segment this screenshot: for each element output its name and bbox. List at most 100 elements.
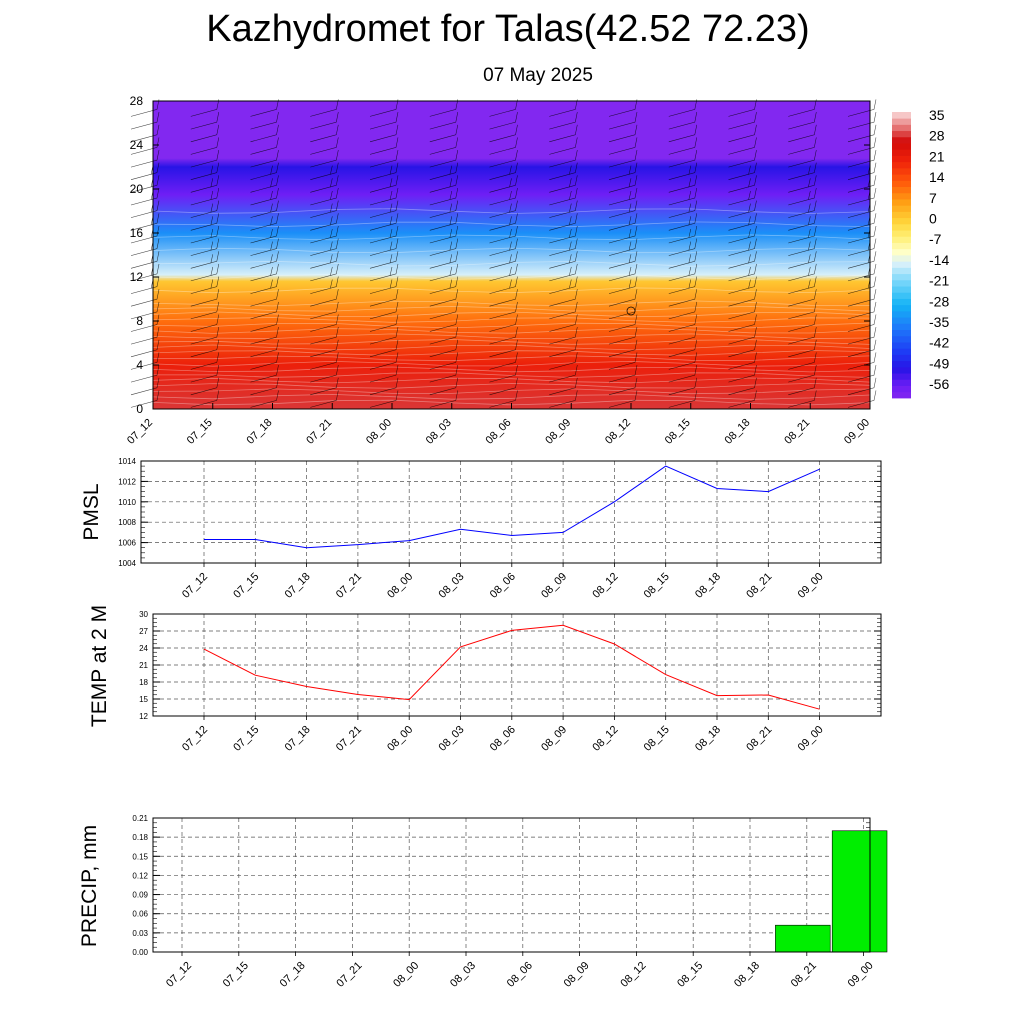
chart-subtitle: 07 May 2025 bbox=[483, 65, 593, 86]
wind-barb bbox=[369, 289, 399, 307]
colorbar-segment bbox=[892, 180, 911, 188]
panel-frame bbox=[140, 460, 882, 564]
wind-barb bbox=[429, 162, 459, 180]
xtick-label: 08_09 bbox=[562, 960, 592, 990]
wind-barb bbox=[728, 377, 757, 396]
wind-barb bbox=[369, 225, 399, 244]
wind-barb bbox=[250, 276, 279, 294]
wind-barb bbox=[788, 263, 817, 282]
wind-barb bbox=[728, 314, 757, 332]
wind-barb bbox=[190, 112, 220, 130]
wind-barb bbox=[250, 175, 279, 193]
xtick-label: 08_18 bbox=[693, 724, 723, 754]
wind-barb bbox=[489, 251, 518, 269]
ytick-label: 0.03 bbox=[132, 929, 148, 938]
wind-barb bbox=[728, 251, 757, 269]
wind-barb bbox=[130, 137, 160, 155]
calm-wind-marker bbox=[626, 306, 636, 316]
wind-barb bbox=[728, 137, 757, 155]
wind-barb bbox=[489, 339, 518, 358]
wind-barb bbox=[429, 377, 459, 396]
colorbar-segment bbox=[892, 124, 911, 132]
wind-barb bbox=[310, 251, 339, 269]
wind-barb bbox=[847, 314, 877, 332]
wind-barb bbox=[369, 238, 399, 256]
ytick-label: 0.09 bbox=[132, 891, 148, 900]
colorbar-segment bbox=[892, 161, 911, 169]
heatmap-ytick-label: 12 bbox=[130, 270, 144, 284]
wind-barb bbox=[788, 365, 817, 383]
wind-barb bbox=[429, 263, 459, 282]
wind-barb bbox=[190, 251, 220, 269]
wind-barb bbox=[788, 327, 817, 345]
wind-barb bbox=[728, 124, 757, 143]
heatmap-ytick-label: 16 bbox=[130, 226, 144, 240]
colorbar-segment bbox=[892, 174, 911, 181]
xtick-label: 08_18 bbox=[693, 571, 723, 601]
colorbar-segment bbox=[892, 385, 911, 393]
wind-barb bbox=[668, 390, 698, 408]
contour-line bbox=[152, 305, 871, 312]
wind-barb bbox=[847, 301, 877, 320]
contour-line bbox=[152, 322, 871, 329]
wind-barb bbox=[608, 238, 638, 256]
xtick-label: 08_00 bbox=[385, 724, 415, 754]
wind-barb bbox=[250, 99, 279, 117]
wind-barb bbox=[369, 377, 399, 396]
wind-barb bbox=[668, 251, 698, 269]
wind-barb bbox=[847, 339, 877, 358]
contour-line bbox=[152, 355, 871, 362]
ytick-label: 0.00 bbox=[132, 948, 148, 957]
precip-bar bbox=[831, 830, 888, 953]
chart-title: Kazhydromet for Talas(42.52 72.23) bbox=[206, 8, 810, 50]
wind-barb bbox=[190, 263, 220, 282]
colorbar-tick-label: -14 bbox=[929, 252, 949, 268]
wind-barb bbox=[608, 390, 638, 408]
wind-barb bbox=[429, 238, 459, 256]
wind-barb bbox=[190, 339, 220, 358]
wind-barb bbox=[489, 150, 518, 168]
wind-barb bbox=[668, 314, 698, 332]
wind-barb bbox=[190, 200, 220, 218]
wind-barb bbox=[728, 150, 757, 168]
contour-line bbox=[152, 377, 871, 384]
colorbar-segment bbox=[892, 112, 911, 119]
wind-barb bbox=[847, 365, 877, 383]
wind-barb bbox=[788, 162, 817, 180]
wind-barb bbox=[608, 175, 638, 193]
xtick-label: 07_18 bbox=[283, 724, 313, 754]
wind-barb bbox=[310, 276, 339, 294]
wind-barb bbox=[310, 238, 339, 256]
wind-barb bbox=[369, 187, 399, 206]
wind-barb bbox=[668, 213, 698, 231]
heatmap-xtick-label: 07_18 bbox=[245, 417, 275, 447]
heatmap-xtick-label: 08_18 bbox=[723, 417, 753, 447]
colorbar-segment bbox=[892, 143, 911, 150]
colorbar-tick-label: -7 bbox=[929, 231, 942, 247]
colorbar-tick-label: 0 bbox=[929, 211, 937, 227]
wind-barb bbox=[250, 339, 279, 358]
wind-barb bbox=[310, 187, 339, 206]
wind-barb bbox=[549, 200, 578, 218]
wind-barb bbox=[310, 124, 339, 143]
colorbar-segment bbox=[892, 186, 911, 194]
colorbar-segment bbox=[892, 335, 911, 343]
wind-barb bbox=[549, 339, 578, 358]
wind-barb bbox=[310, 150, 339, 168]
contour-line bbox=[152, 327, 871, 334]
xtick-label: 07_18 bbox=[278, 960, 308, 990]
wind-barb bbox=[369, 314, 399, 332]
heatmap-xtick-label: 08_15 bbox=[663, 417, 693, 447]
wind-barb bbox=[608, 377, 638, 396]
contour-line bbox=[152, 287, 871, 294]
wind-barb bbox=[788, 213, 817, 231]
wind-barb bbox=[489, 99, 518, 117]
ytick-label: 0.15 bbox=[132, 852, 148, 861]
xtick-label: 08_15 bbox=[675, 960, 705, 990]
wind-barb bbox=[429, 99, 459, 117]
wind-barb bbox=[668, 150, 698, 168]
wind-barb bbox=[429, 124, 459, 143]
ytick-label: 15 bbox=[139, 695, 148, 704]
contour-line bbox=[152, 344, 871, 351]
